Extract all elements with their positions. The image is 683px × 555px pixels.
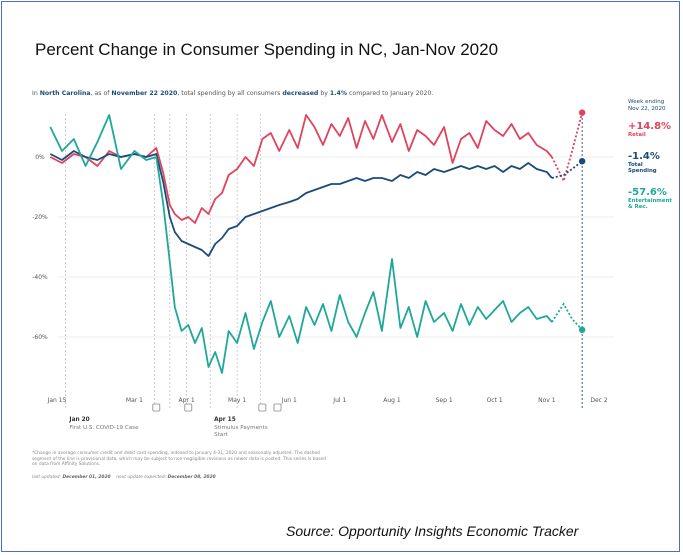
- event-date: Jan 20: [68, 417, 89, 423]
- series-line-retail: [49, 114, 553, 224]
- series-provisional-entertainment: [551, 302, 583, 331]
- y-tick-label: -60%: [32, 334, 48, 341]
- legend-heading: Week ending Nov 22, 2020: [628, 99, 666, 112]
- event-marker-icon: [184, 403, 193, 412]
- summary-mid1: , as of: [90, 90, 112, 97]
- legend-label-retail: Retail: [628, 132, 646, 138]
- legend-label-total: Total Spending: [628, 161, 657, 175]
- legend-value-retail: +14.8%: [628, 121, 672, 132]
- legend-label-entertainment: Entertainment & Rec.: [628, 197, 672, 211]
- summary-pct: 1.4%: [329, 90, 348, 97]
- summary-suffix: compared to January 2020.: [347, 90, 434, 97]
- event-label-line2: Start: [214, 432, 228, 438]
- x-tick-label: Apr 1: [179, 397, 195, 404]
- series-endpoint-entertainment: [578, 326, 586, 333]
- x-tick-label: May 1: [228, 397, 246, 404]
- legend-item-entertainment: -57.6% Entertainment & Rec.: [628, 187, 683, 211]
- x-tick-label: Jul 1: [332, 397, 346, 404]
- x-tick-label: Dec 2: [590, 397, 608, 404]
- x-tick-label: Aug 1: [383, 397, 401, 404]
- y-tick-label: -40%: [32, 274, 48, 281]
- x-tick-label: Nov 1: [538, 397, 556, 404]
- chart-title: Percent Change in Consumer Spending in N…: [35, 40, 499, 59]
- last-updated-date: December 01, 2020: [62, 475, 111, 480]
- last-updated-label: last updated:: [32, 475, 62, 480]
- summary-mid2: , total spending by all consumers: [177, 90, 283, 97]
- event-label: Stimulus Payments: [214, 425, 268, 431]
- event-marker-icon: [273, 403, 282, 412]
- x-tick-label: Jan 15: [47, 397, 67, 404]
- event-marker-icon: [258, 403, 267, 412]
- series-provisional-retail: [551, 112, 584, 184]
- event-label: First U.S. COVID-19 Case: [69, 425, 139, 431]
- x-tick-label: Oct 1: [487, 397, 503, 404]
- chart-notes: *Change in average consumer credit and d…: [32, 451, 326, 468]
- next-update-date: December 08, 2020: [167, 475, 216, 480]
- source-credit: Source: Opportunity Insights Economic Tr…: [286, 523, 579, 539]
- legend-item-total: -1.4% Total Spending: [628, 151, 683, 175]
- summary-region: North Carolina: [39, 90, 91, 97]
- y-tick-label: -20%: [32, 214, 48, 221]
- x-tick-label: Jun 1: [281, 397, 297, 404]
- summary-prefix: In: [32, 90, 40, 97]
- x-tick-label: Mar 1: [126, 397, 143, 404]
- series-line-entertainment: [49, 114, 553, 374]
- series-line-total-spending: [49, 150, 553, 257]
- summary-date: November 22 2020: [111, 90, 178, 97]
- legend-value-entertainment: -57.6%: [628, 186, 667, 198]
- y-tick-label: 0%: [35, 154, 45, 161]
- legend: Week ending Nov 22, 2020 +14.8% Retail -…: [628, 99, 683, 211]
- legend-value-total: -1.4%: [628, 150, 660, 162]
- summary-mid3: by: [318, 90, 330, 97]
- next-update-label: next update expected:: [116, 475, 167, 480]
- x-tick-label: Sep 1: [436, 397, 453, 404]
- summary-direction: decreased: [282, 90, 319, 97]
- update-info: last updated: December 01, 2020 next upd…: [32, 475, 216, 480]
- legend-item-retail: +14.8% Retail: [628, 121, 683, 139]
- chart-summary: In North Carolina, as of November 22 202…: [32, 90, 433, 97]
- event-marker-icon: [152, 403, 161, 412]
- series-provisional-total-spending: [551, 160, 583, 179]
- series-endpoint-retail: [578, 109, 586, 116]
- series-endpoint-total-spending: [578, 158, 586, 165]
- event-date: Apr 15: [214, 417, 236, 423]
